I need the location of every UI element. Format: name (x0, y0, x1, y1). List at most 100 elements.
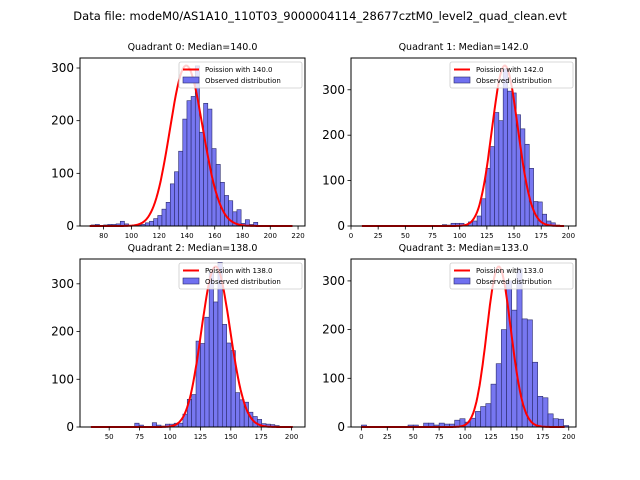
x-tick-label: 160 (208, 232, 221, 240)
axes-frame (79, 258, 306, 428)
subplot-quadrant-1: Quadrant 1: Median=142.0 0 25 50 75 100 125 150… (322, 42, 577, 240)
histogram-bar (203, 102, 209, 227)
x-tick-label: 50 (401, 232, 410, 240)
y-tick-label: 200 (322, 323, 345, 337)
y-tick-label: 300 (322, 274, 345, 288)
x-tick-label: 220 (291, 232, 304, 240)
histogram-bar (221, 324, 227, 428)
legend-label-observed: Observed distribution (476, 77, 552, 85)
y-tick-label: 100 (51, 372, 74, 386)
legend-box (449, 61, 574, 89)
y-tick-label: 100 (322, 371, 345, 385)
y-tick-label: 300 (322, 83, 345, 97)
histogram-bar (190, 96, 196, 227)
x-tick-label: 75 (428, 232, 437, 240)
histogram-bar (501, 329, 507, 428)
histogram-bar (182, 118, 188, 227)
y-tick-label: 0 (66, 219, 74, 233)
x-tick-label: 50 (409, 433, 418, 441)
x-tick-label: 180 (236, 232, 249, 240)
subplot-quadrant-0: Quadrant 0: Median=140.0 80 100 120 140 160 18… (51, 42, 306, 240)
histogram-bar (199, 131, 204, 227)
histogram-bar (178, 150, 184, 227)
histogram-bar (495, 363, 502, 428)
histogram-bar (174, 171, 179, 227)
y-tick-label: 200 (322, 128, 345, 142)
legend-bar-swatch (182, 76, 200, 84)
histogram-bar (204, 316, 210, 428)
legend-label-observed: Observed distribution (205, 278, 281, 286)
axes-frame (350, 258, 577, 428)
legend-label-poisson: Poission with 133.0 (476, 267, 544, 275)
figure-title: Data file: modeM0/AS1A10_110T03_90000041… (73, 9, 567, 23)
histogram-bar (489, 146, 495, 227)
x-tick-label: 100 (453, 232, 466, 240)
histogram-bar (507, 90, 513, 227)
histogram-bar (475, 411, 481, 428)
legend-label-poisson: Poission with 140.0 (205, 66, 273, 74)
legend-label-observed: Observed distribution (205, 77, 281, 85)
histogram-bar (542, 397, 549, 428)
subplot-title: Quadrant 1: Median=142.0 (399, 42, 529, 53)
histogram-bar (149, 220, 154, 227)
y-tick-label: 100 (51, 166, 74, 180)
legend-box (178, 262, 303, 290)
x-tick-label: 25 (374, 232, 383, 240)
histogram-bar (472, 220, 478, 227)
subplot-title: Quadrant 2: Median=138.0 (128, 243, 258, 254)
histogram-bar (498, 120, 504, 227)
legend-bar-swatch (453, 277, 471, 285)
x-tick-label: 120 (152, 232, 165, 240)
y-tick-label: 200 (51, 325, 74, 339)
x-tick-label: 100 (458, 433, 471, 441)
x-tick-label: 50 (105, 433, 114, 441)
x-tick-label: 150 (507, 232, 520, 240)
y-tick-label: 100 (322, 174, 345, 188)
histogram-bar (178, 422, 184, 428)
histogram-bar (200, 343, 206, 428)
histogram-bar (485, 403, 492, 428)
legend: Poission with 138.0 Observed distribution (178, 262, 303, 290)
legend-label-poisson: Poission with 138.0 (205, 267, 273, 275)
x-tick-label: 75 (435, 433, 444, 441)
histogram-bar (532, 361, 538, 428)
x-tick-label: 0 (349, 232, 353, 240)
y-tick-label: 0 (66, 420, 74, 434)
legend-bar-swatch (453, 76, 471, 84)
histogram-bar (208, 271, 214, 428)
histogram-bar (186, 100, 192, 227)
histogram-bar (480, 406, 487, 428)
histogram-bar (547, 413, 554, 428)
histogram-bar (502, 68, 508, 227)
legend-label-observed: Observed distribution (476, 278, 552, 286)
y-tick-label: 0 (337, 420, 345, 434)
histogram-bar (485, 168, 491, 227)
x-tick-label: 175 (535, 232, 548, 240)
subplot-title: Quadrant 3: Median=133.0 (399, 243, 529, 254)
legend-bar-swatch (182, 277, 200, 285)
legend-label-poisson: Poission with 142.0 (476, 66, 544, 74)
histogram-bar (235, 392, 241, 428)
y-tick-label: 300 (51, 277, 74, 291)
legend-box (449, 262, 574, 290)
y-tick-label: 200 (51, 114, 74, 128)
histogram-bar (552, 418, 559, 428)
histogram-bar (481, 198, 487, 227)
histogram-bar (161, 208, 167, 227)
x-tick-label: 125 (194, 433, 207, 441)
axes-frame (350, 57, 577, 227)
x-tick-label: 80 (99, 232, 108, 240)
x-tick-label: 200 (562, 433, 575, 441)
x-tick-label: 100 (163, 433, 176, 441)
histogram-bar (537, 396, 544, 428)
histogram-bar (516, 268, 523, 428)
histogram-bar (224, 195, 229, 227)
x-tick-label: 175 (255, 433, 268, 441)
histogram-bar (157, 215, 163, 227)
histogram-bar (494, 112, 500, 227)
histogram-bar (213, 301, 219, 428)
x-tick-label: 75 (135, 433, 144, 441)
x-tick-label: 140 (180, 232, 193, 240)
histogram-bar (153, 218, 159, 227)
